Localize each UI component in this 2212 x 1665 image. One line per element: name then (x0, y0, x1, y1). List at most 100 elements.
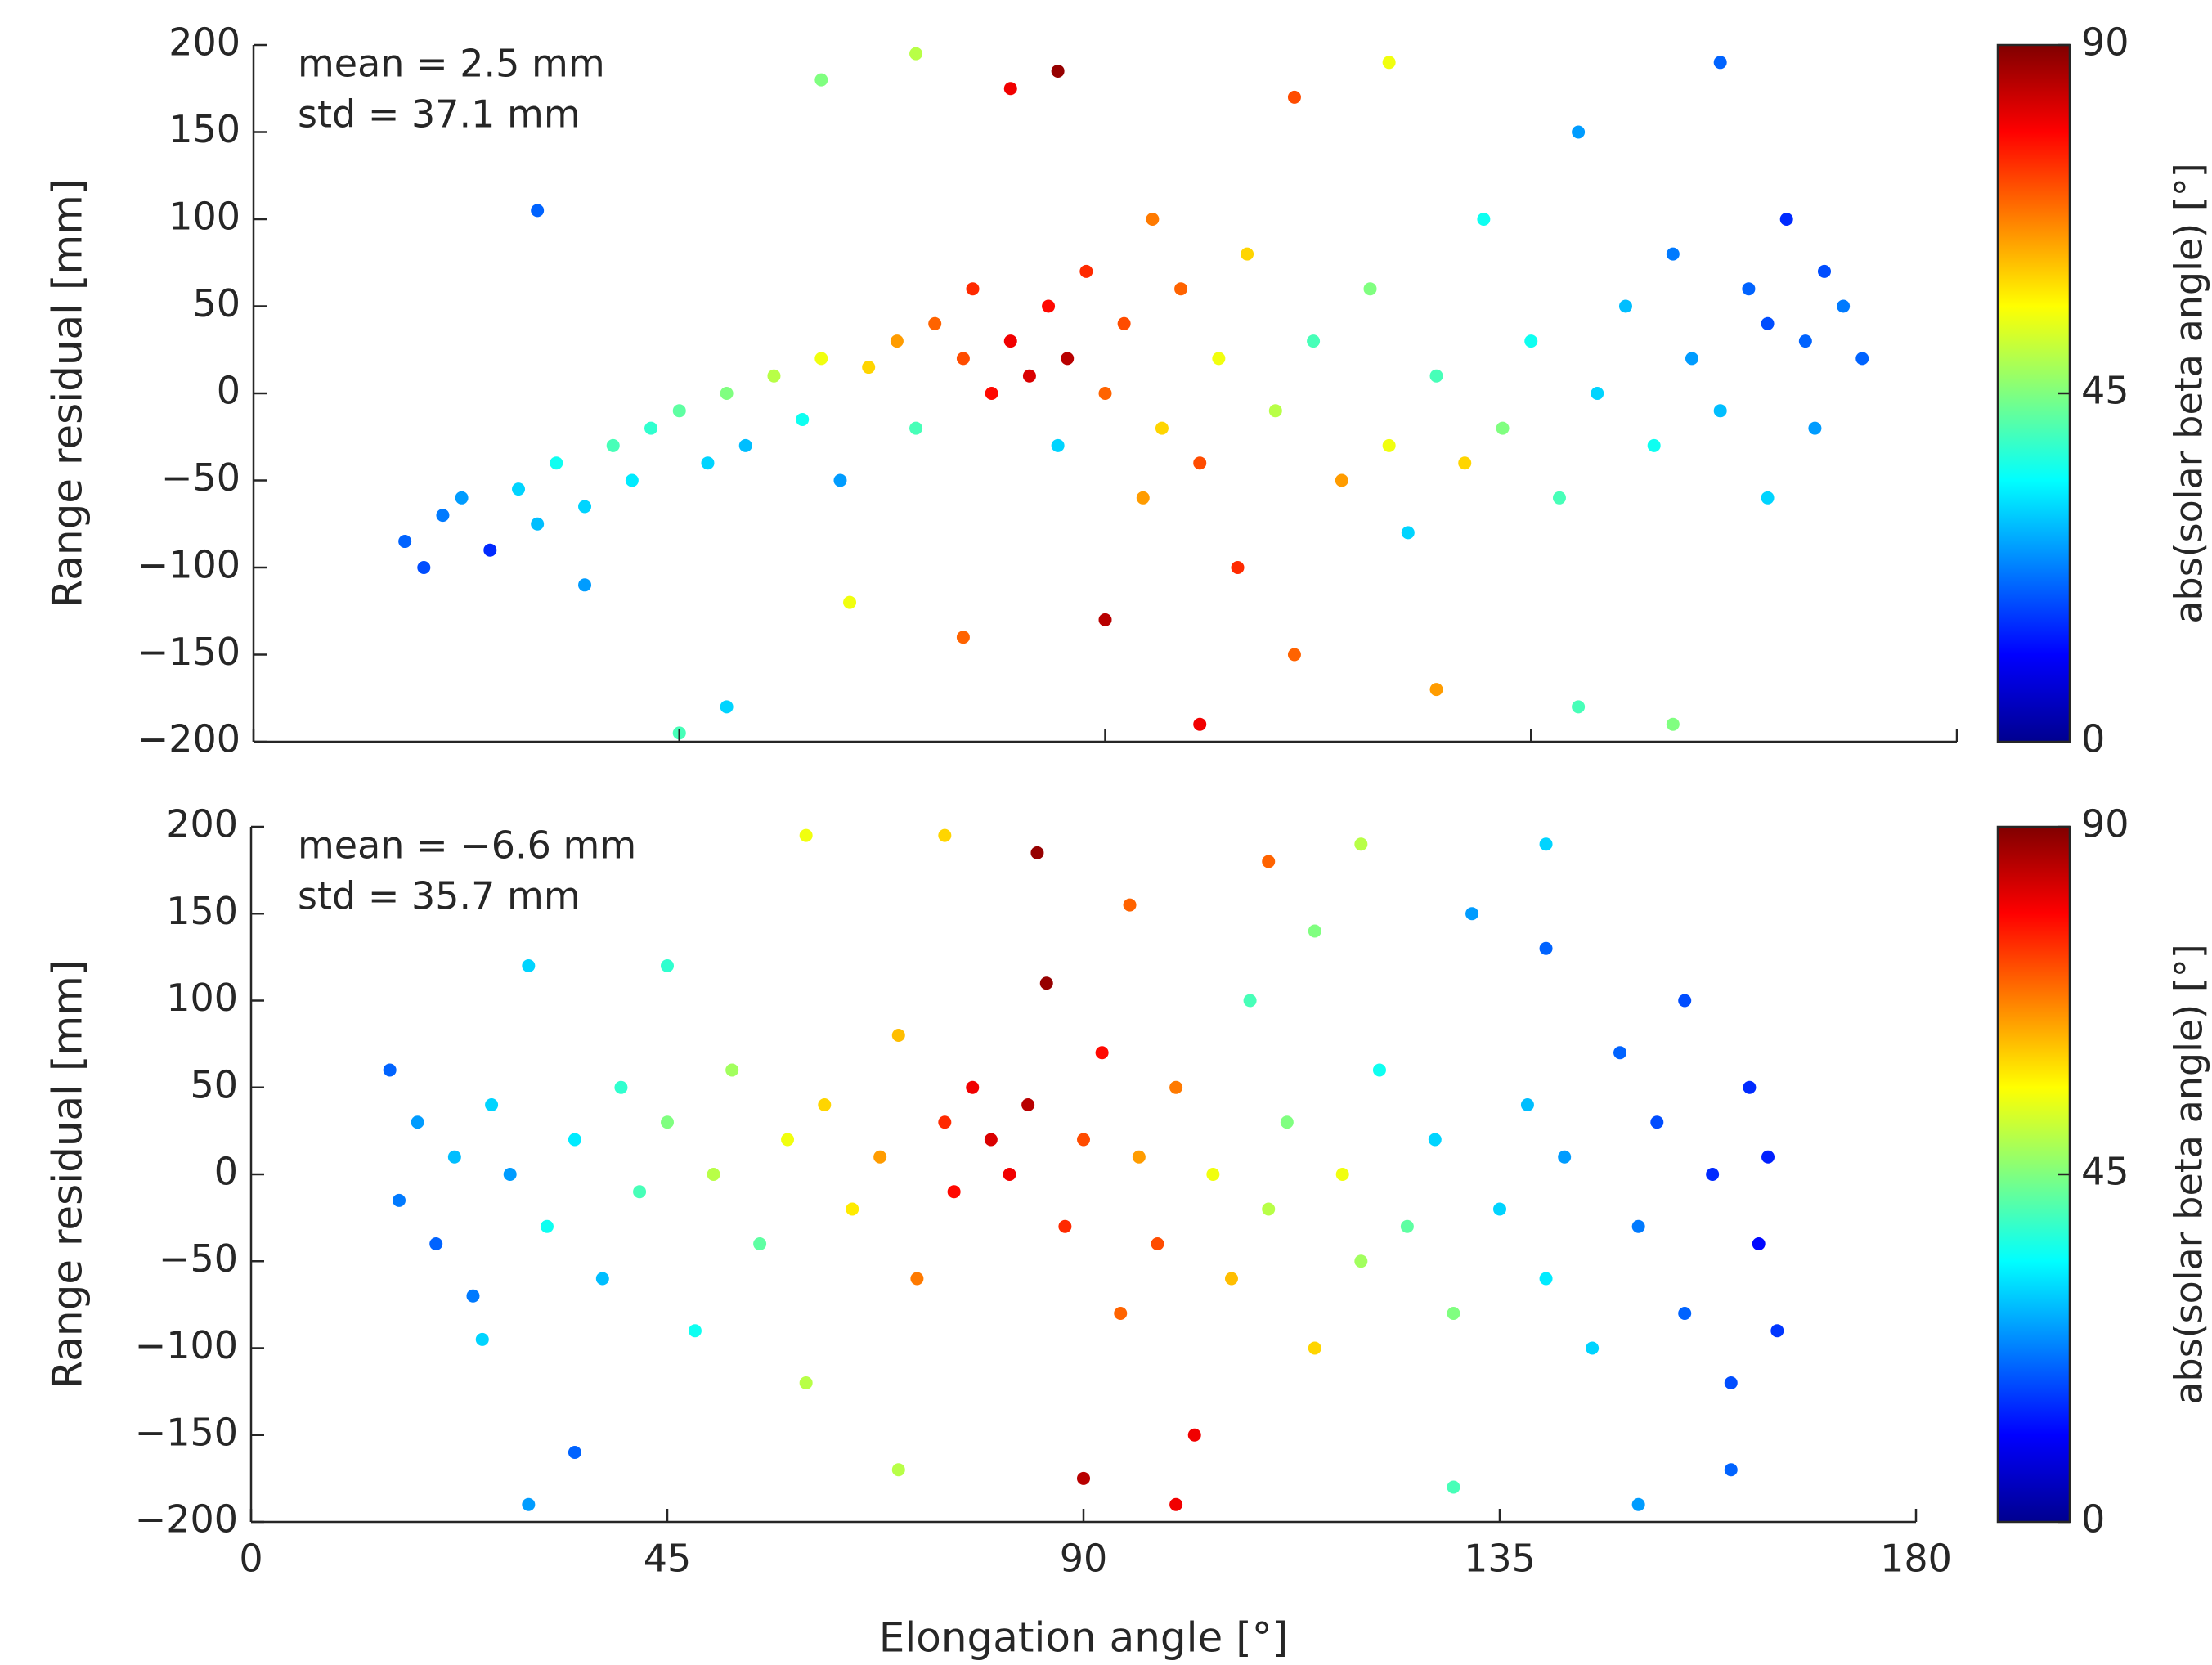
scatter-point (909, 421, 923, 435)
scatter-point (1429, 369, 1443, 383)
scatter-point (531, 517, 545, 531)
scatter-point (1552, 491, 1566, 505)
scatter-point (956, 631, 970, 644)
scatter-point (1287, 648, 1301, 662)
annotation: std = 35.7 mm (298, 874, 581, 918)
scatter-point (1837, 299, 1851, 313)
scatter-point (1447, 1480, 1460, 1494)
scatter-point (985, 387, 998, 400)
scatter-point (1761, 491, 1775, 505)
x-tick-label: 180 (1880, 1537, 1952, 1581)
scatter-point (661, 959, 674, 972)
scatter-point (720, 700, 734, 714)
scatter-point (891, 1463, 905, 1477)
annotation: std = 37.1 mm (298, 92, 581, 137)
scatter-point (862, 361, 876, 375)
scatter-point (1798, 334, 1812, 348)
scatter-point (1058, 1219, 1072, 1233)
scatter-point (633, 1185, 647, 1199)
scatter-point (1572, 700, 1586, 714)
scatter-point (392, 1193, 406, 1207)
scatter-point (814, 73, 828, 87)
scatter-point (910, 1272, 924, 1286)
scatter-point (1003, 82, 1017, 96)
scatter-point (938, 828, 952, 842)
scatter-point (1743, 1080, 1757, 1094)
scatter-point (1169, 1497, 1183, 1511)
scatter-point (568, 1446, 581, 1459)
scatter-point (1051, 64, 1065, 78)
scatter-point (1855, 352, 1869, 366)
scatter-point (466, 1289, 480, 1303)
y-tick-label: −100 (137, 543, 240, 587)
scatter-point (1335, 473, 1348, 487)
scatter-point (1363, 282, 1377, 296)
scatter-point (578, 500, 592, 514)
scatter-point (1465, 907, 1479, 921)
scatter-point (672, 404, 686, 418)
scatter-point (1539, 1272, 1553, 1286)
scatter-point (1051, 438, 1065, 452)
scatter-point (1042, 299, 1056, 313)
scatter-point (661, 1115, 674, 1129)
scatter-point (909, 47, 923, 61)
scatter-point (1752, 1237, 1766, 1250)
scatter-point (1666, 717, 1680, 731)
colorbar-label: abs(solar beta angle) [°] (2167, 944, 2211, 1404)
scatter-point (891, 1029, 905, 1042)
scatter-point (1077, 1133, 1090, 1147)
scatter-point (707, 1168, 720, 1181)
scatter-point (1613, 1046, 1627, 1060)
scatter-point (799, 828, 813, 842)
scatter-point (1493, 1202, 1506, 1216)
scatter-point (781, 1133, 795, 1147)
scatter-point (1155, 421, 1169, 435)
y-axis-label: Range residual [mm] (44, 179, 92, 608)
scatter-point (873, 1150, 887, 1164)
scatter-point (531, 204, 545, 218)
scatter-point (1429, 683, 1443, 697)
scatter-point (1382, 438, 1396, 452)
scatter-point (1193, 456, 1207, 470)
annotation: mean = 2.5 mm (298, 42, 605, 86)
x-tick-label: 135 (1464, 1537, 1536, 1581)
scatter-point (956, 352, 970, 366)
scatter-point (1231, 561, 1245, 574)
scatter-point (522, 1497, 536, 1511)
y-tick-label: 0 (214, 1150, 238, 1194)
y-tick-label: 150 (168, 107, 240, 151)
scatter-point (1713, 56, 1727, 70)
x-tick-label: 0 (239, 1537, 262, 1581)
scatter-point (799, 1376, 813, 1389)
scatter-point (383, 1063, 397, 1077)
scatter-point (1713, 404, 1727, 418)
scatter-point (1098, 613, 1112, 626)
colorbar-label: abs(solar beta angle) [°] (2167, 163, 2211, 623)
scatter-point (485, 1098, 499, 1111)
scatter-point (1558, 1150, 1572, 1164)
x-tick-label: 90 (1060, 1537, 1108, 1581)
scatter-point (429, 1237, 443, 1250)
scatter-point (814, 352, 828, 366)
colorbar (1996, 43, 2071, 743)
scatter-point (1308, 924, 1321, 938)
scatter-point (701, 456, 715, 470)
scatter-point (1742, 282, 1756, 296)
colorbar-tick-label: 90 (2081, 20, 2129, 65)
scatter-point (928, 316, 942, 330)
scatter-point (753, 1237, 767, 1250)
scatter-point (1354, 837, 1368, 851)
y-tick-label: −100 (135, 1323, 238, 1367)
y-tick-label: 200 (166, 802, 238, 846)
scatter-point (550, 456, 563, 470)
scatter-point (1724, 1376, 1738, 1389)
scatter-point (1724, 1463, 1738, 1477)
y-tick-label: −50 (161, 456, 240, 500)
scatter-point (1539, 837, 1553, 851)
scatter-point (568, 1133, 581, 1147)
scatter-point (1262, 855, 1276, 868)
scatter-point (1132, 1150, 1146, 1164)
scatter-point (1079, 264, 1093, 278)
scatter-point (1372, 1063, 1386, 1077)
scatter-point (1241, 247, 1254, 261)
